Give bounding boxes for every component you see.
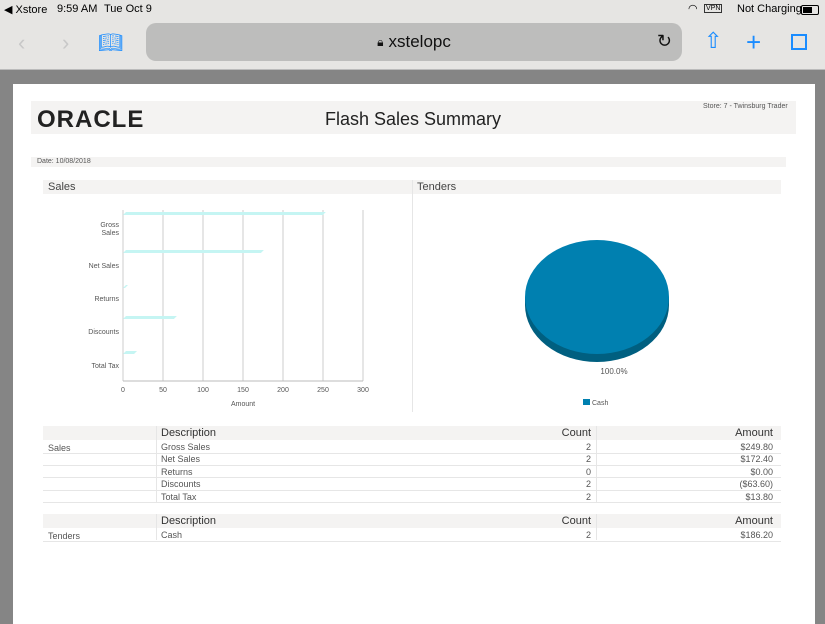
back-to-app[interactable]: ◀ Xstore	[4, 4, 48, 16]
col-count: Count	[561, 515, 591, 527]
forward-icon[interactable]: ›	[62, 30, 70, 55]
table-row: Discounts 2 ($63.60)	[43, 478, 781, 491]
table-row: Cash 2 $186.20	[43, 529, 781, 542]
battery-icon	[801, 5, 819, 15]
battery-status: Not Charging	[737, 3, 802, 15]
x-tick-label: 0	[121, 387, 125, 394]
col-description: Description	[161, 427, 217, 439]
report-title: Flash Sales Summary	[325, 109, 502, 129]
y-tick-label: Gross	[100, 222, 119, 229]
bar-top	[123, 212, 326, 215]
x-tick-label: 300	[357, 387, 369, 394]
address-bar[interactable]: 🔒︎ xstelopc ↻	[146, 23, 682, 61]
y-tick-label: Discounts	[88, 329, 119, 336]
table-row: Gross Sales 2 $249.80	[43, 441, 781, 454]
section-label: Tenders	[48, 531, 81, 541]
bookmarks-icon[interactable]: 📖︎	[98, 32, 124, 54]
x-tick-label: 150	[237, 387, 249, 394]
pie-slice	[525, 240, 669, 354]
reload-icon[interactable]: ↻	[656, 31, 672, 51]
lock-icon: 🔒︎	[377, 34, 384, 49]
vpn-icon: VPN	[704, 4, 723, 13]
tenders-header: Tenders	[417, 181, 457, 193]
report-date: Date: 10/08/2018	[37, 158, 91, 165]
store-label: Store: 7 - Twinsburg Trader	[703, 103, 788, 110]
share-icon[interactable]: ⇧	[704, 28, 723, 53]
date-band	[31, 157, 786, 167]
oracle-logo: ORACLE	[37, 106, 145, 133]
y-tick-label: Total Tax	[92, 363, 120, 370]
legend-label: Cash	[592, 400, 608, 407]
table-header	[43, 426, 781, 440]
report-page: ORACLE Flash Sales Summary Store: 7 - Tw…	[13, 84, 815, 624]
bar-top	[123, 351, 138, 354]
tabs-icon[interactable]	[791, 34, 807, 50]
section-label: Sales	[48, 443, 71, 453]
status-time: 9:59 AM	[57, 3, 98, 15]
y-tick-label: Net Sales	[89, 263, 120, 270]
y-tick-label: Returns	[94, 296, 119, 303]
col-count: Count	[561, 427, 591, 439]
bar-top	[123, 285, 128, 288]
x-tick-label: 50	[159, 387, 167, 394]
tenders-pie-chart: 100.0% Cash	[525, 240, 669, 407]
pie-data-label: 100.0%	[600, 367, 627, 376]
legend-swatch	[583, 399, 590, 405]
sales-header: Sales	[48, 181, 76, 193]
status-date: Tue Oct 9	[104, 3, 152, 15]
url-text: xstelopc	[388, 32, 451, 51]
table-row: Total Tax 2 $13.80	[43, 491, 781, 504]
browser-toolbar: ‹ › 📖︎ 🔒︎ xstelopc ↻ ⇧ +	[0, 20, 825, 70]
x-tick-label: 200	[277, 387, 289, 394]
col-description: Description	[161, 515, 217, 527]
col-amount: Amount	[735, 515, 773, 527]
report-header	[31, 101, 796, 134]
back-icon[interactable]: ‹	[18, 30, 26, 55]
x-tick-label: 250	[317, 387, 329, 394]
bar-top	[123, 316, 177, 319]
status-bar: ◀ Xstore 9:59 AM Tue Oct 9 ◠ VPN Not Cha…	[0, 0, 825, 20]
table-row: Net Sales 2 $172.40	[43, 453, 781, 466]
table-row: Returns 0 $0.00	[43, 466, 781, 479]
x-axis-label: Amount	[231, 401, 255, 408]
wifi-icon: ◠	[688, 3, 698, 15]
col-amount: Amount	[735, 427, 773, 439]
bar-top	[123, 250, 264, 253]
new-tab-icon[interactable]: +	[746, 27, 762, 57]
y-tick-label: Sales	[101, 230, 119, 237]
divider	[412, 180, 413, 412]
x-tick-label: 100	[197, 387, 209, 394]
table-header	[43, 514, 781, 528]
